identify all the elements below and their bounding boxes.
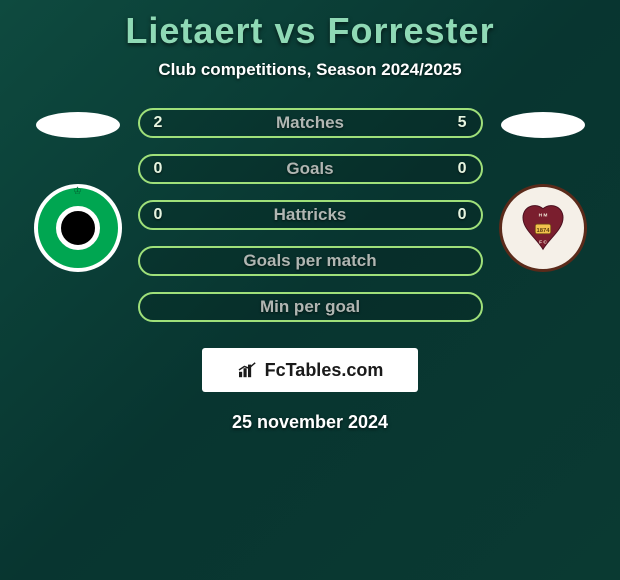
stat-row: Goals per match (138, 246, 483, 276)
page-title: Lietaert vs Forrester (0, 10, 620, 52)
stats-column: 2 Matches 5 0 Goals 0 0 Hattricks 0 Goal… (138, 108, 483, 322)
stat-label: Matches (276, 113, 344, 133)
comparison-card: Lietaert vs Forrester Club competitions,… (0, 0, 620, 433)
stat-left-value: 2 (154, 114, 170, 132)
stat-label: Goals per match (243, 251, 376, 271)
stat-row: 0 Hattricks 0 (138, 200, 483, 230)
stat-label: Min per goal (260, 297, 360, 317)
club-badge-right: 1874 H M F C (499, 184, 587, 272)
player-silhouette-right (501, 112, 585, 138)
stat-label: Goals (286, 159, 333, 179)
main-row: ♔ 2 Matches 5 0 Goals 0 0 Hattricks 0 (0, 108, 620, 322)
stat-row: 2 Matches 5 (138, 108, 483, 138)
club-badge-left: ♔ (34, 184, 122, 272)
bar-chart-icon (237, 361, 259, 379)
svg-text:F C: F C (539, 239, 547, 245)
stat-right-value: 5 (451, 114, 467, 132)
stat-left-value: 0 (154, 160, 170, 178)
svg-text:1874: 1874 (536, 228, 550, 234)
date-line: 25 november 2024 (0, 412, 620, 433)
left-player-col: ♔ (18, 108, 138, 272)
stat-row: 0 Goals 0 (138, 154, 483, 184)
player-silhouette-left (36, 112, 120, 138)
club-badge-left-inner (56, 206, 100, 250)
stat-left-value: 0 (154, 206, 170, 224)
brand-text: FcTables.com (265, 360, 384, 381)
svg-text:H M: H M (538, 212, 547, 218)
hearts-crest-icon: 1874 H M F C (514, 199, 572, 257)
right-player-col: 1874 H M F C (483, 108, 603, 272)
stat-label: Hattricks (274, 205, 347, 225)
subtitle: Club competitions, Season 2024/2025 (0, 60, 620, 80)
crown-icon: ♔ (73, 186, 82, 197)
stat-right-value: 0 (450, 206, 466, 224)
stat-row: Min per goal (138, 292, 483, 322)
stat-right-value: 0 (451, 160, 467, 178)
brand-badge: FcTables.com (202, 348, 418, 392)
